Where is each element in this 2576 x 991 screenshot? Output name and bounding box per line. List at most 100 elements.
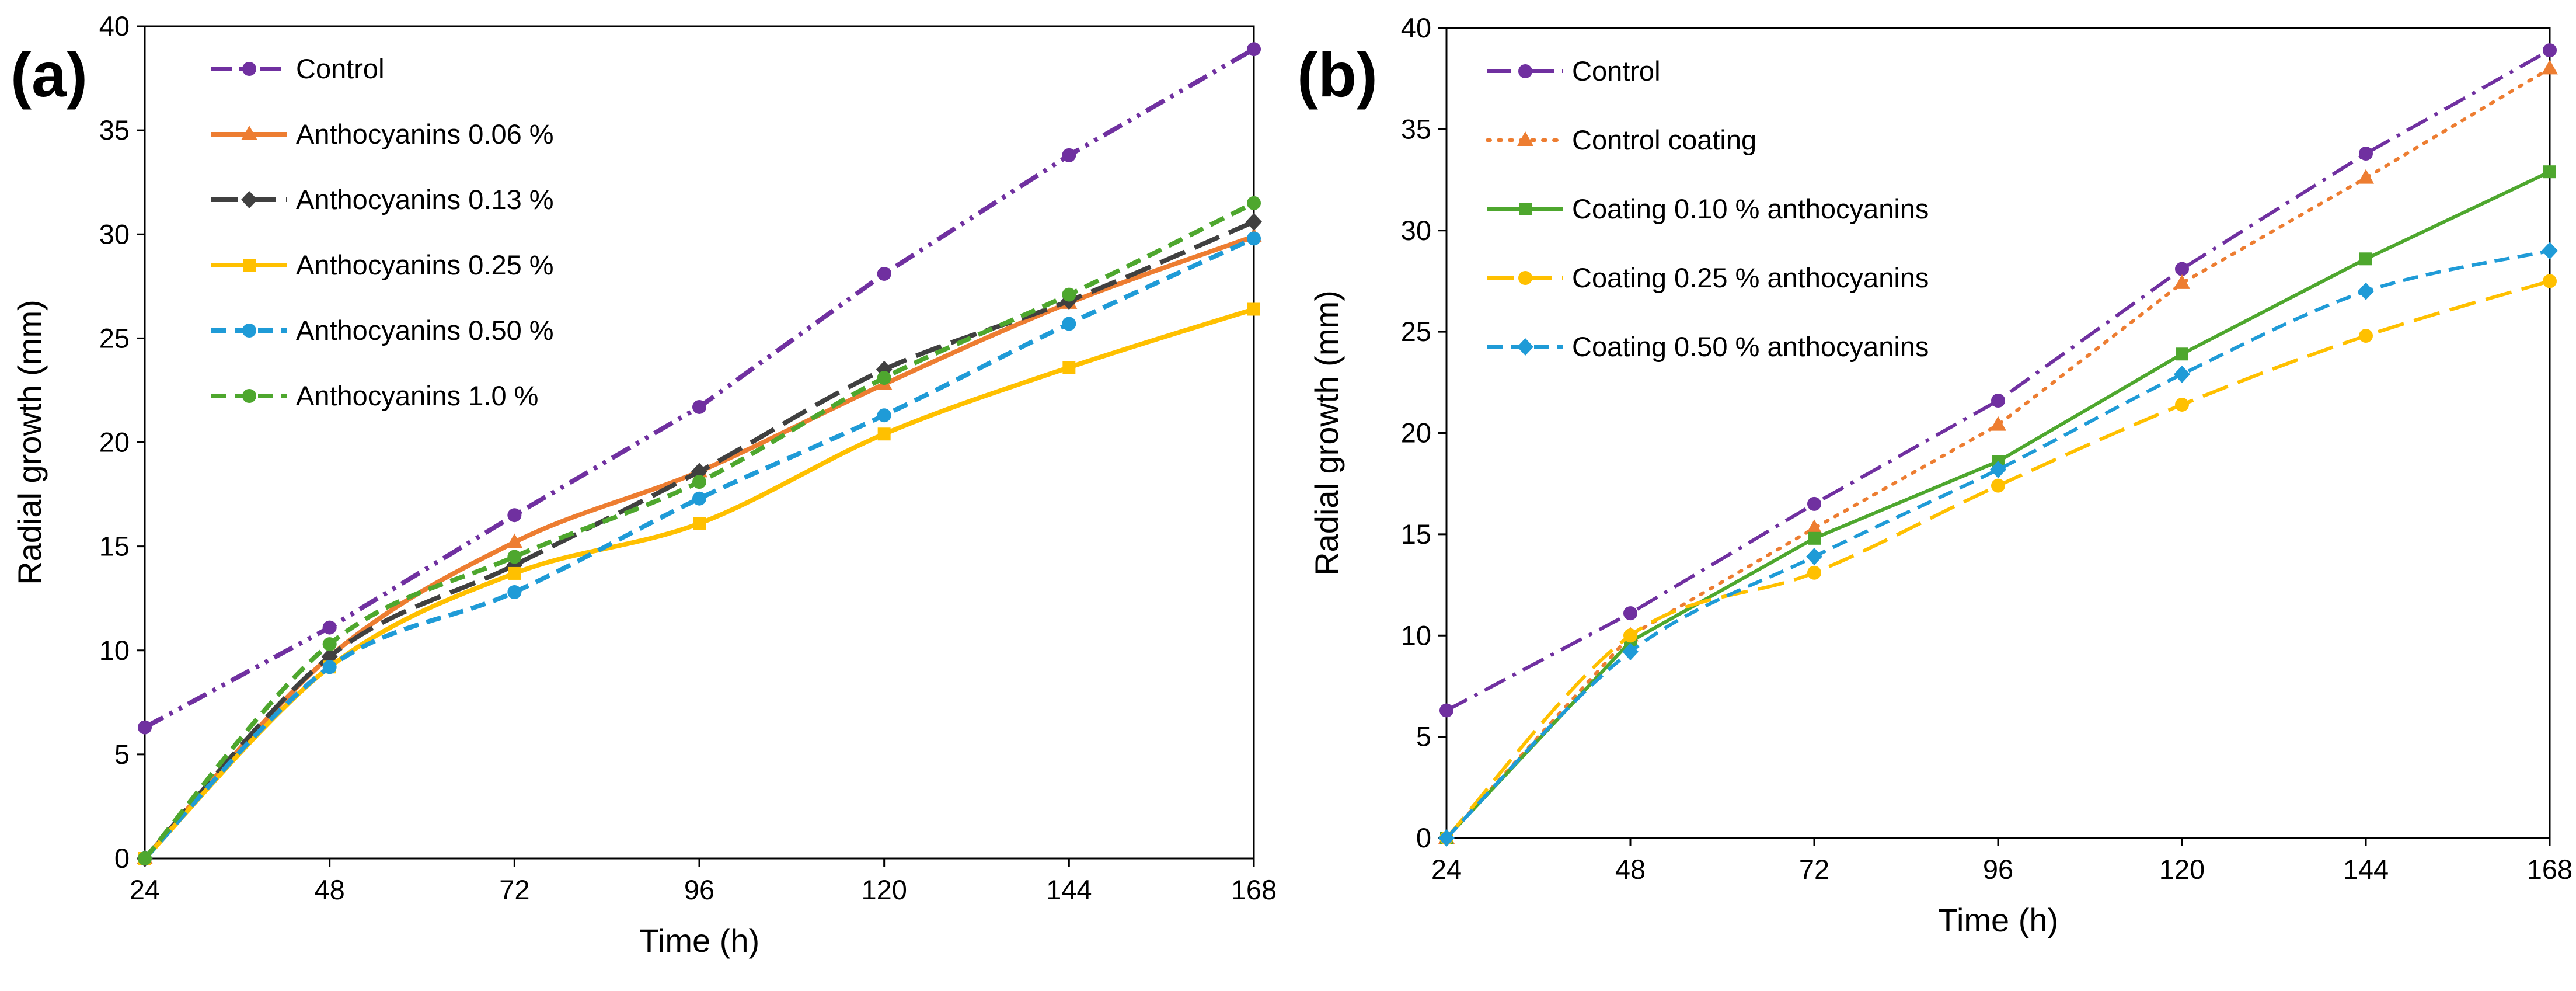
chart-panel-a: 0 5 10 15 20 25 30 35 40 24 48 72 96 120 144 168 Time (h… [11, 11, 1277, 959]
series-control [138, 42, 1261, 735]
legend-marker [1519, 203, 1532, 215]
legend-label: Anthocyanins 0.06 % [296, 119, 554, 149]
series-control-coating [1438, 60, 2558, 844]
y-tick-label: 30 [99, 218, 130, 249]
data-point [138, 851, 152, 865]
data-point [1990, 416, 2006, 431]
panel-label-a: (a) [11, 39, 88, 110]
data-point [1246, 213, 1262, 231]
legend-item: Anthocyanins 0.06 % [211, 119, 554, 149]
y-tick-label: 20 [1401, 418, 1431, 448]
data-point [138, 720, 152, 735]
legend-item: Control [1487, 55, 1661, 86]
data-point [1439, 703, 1453, 718]
legend-item: Control coating [1486, 124, 1756, 155]
legend-marker [242, 62, 256, 76]
y-tick-label: 20 [99, 427, 130, 458]
legend-label: Coating 0.50 % anthocyanins [1572, 331, 1929, 362]
data-point [507, 550, 522, 564]
series-anthocyanins-1-0-pct [138, 196, 1261, 865]
data-point [322, 620, 337, 635]
data-point [1623, 606, 1637, 621]
legend-marker [242, 324, 256, 338]
data-point [2359, 329, 2373, 343]
data-point [692, 491, 706, 506]
y-tick-label: 0 [114, 843, 130, 874]
data-point [2175, 397, 2189, 412]
data-point [1438, 829, 1455, 847]
data-point [693, 517, 706, 530]
legend-label: Control coating [1572, 124, 1756, 155]
series-line [142, 201, 1255, 860]
y-tick-label: 0 [1416, 822, 1431, 853]
legend-item: Anthocyanins 0.13 % [211, 184, 554, 215]
data-point [1622, 642, 1639, 660]
legend-label: Coating 0.25 % anthocyanins [1572, 262, 1929, 293]
data-point [2543, 43, 2557, 58]
data-point [1806, 519, 1822, 534]
data-point [1990, 460, 2006, 478]
x-tick-label: 72 [499, 874, 529, 905]
x-axis-title: Time (h) [639, 922, 759, 959]
legend-label: Anthocyanins 0.13 % [296, 184, 554, 215]
data-point [507, 585, 522, 599]
series-line [1445, 279, 2550, 840]
data-point [1062, 148, 1076, 162]
data-point [508, 566, 521, 580]
legend-label: Anthocyanins 0.50 % [296, 315, 554, 346]
data-point [1806, 548, 1822, 566]
data-point [877, 408, 891, 423]
data-point [1991, 394, 2005, 408]
x-tick-label: 24 [130, 874, 160, 905]
legend-label: Coating 0.10 % anthocyanins [1572, 193, 1929, 224]
legend-item: Coating 0.50 % anthocyanins [1487, 331, 1929, 362]
chart-panel-b: 0 5 10 15 20 25 30 35 40 24 48 72 96 120 144 168 Time (h… [1308, 12, 2572, 938]
data-point [1807, 565, 1821, 580]
data-point [2542, 60, 2558, 75]
data-point [877, 266, 891, 281]
x-tick-label: 144 [1046, 874, 1092, 905]
data-point [1623, 628, 1637, 643]
legend-item: Coating 0.10 % anthocyanins [1487, 193, 1929, 224]
panel-label-b: (b) [1297, 39, 1378, 110]
y-tick-label: 10 [1401, 620, 1431, 651]
data-point [2174, 365, 2190, 383]
data-point [2542, 242, 2558, 260]
data-point [877, 371, 891, 385]
y-axis-title: Radial growth (mm) [11, 300, 48, 585]
data-point [2176, 347, 2188, 361]
data-point [322, 660, 337, 674]
x-tick-label: 120 [861, 874, 907, 905]
data-point [1247, 302, 1260, 316]
x-tick-label: 96 [1983, 854, 2013, 885]
data-point [2358, 169, 2374, 184]
legend-label: Anthocyanins 0.25 % [296, 249, 554, 280]
data-point [1247, 42, 1261, 57]
legend-marker [243, 259, 256, 272]
data-point [1247, 231, 1261, 246]
legend-item: Anthocyanins 0.25 % [211, 249, 554, 280]
data-point [2174, 274, 2190, 289]
series-line [1445, 67, 2551, 840]
x-tick-label: 48 [315, 874, 345, 905]
series-anthocyanins-0-50-pct [138, 231, 1261, 865]
y-tick-label: 35 [1401, 113, 1431, 144]
series-coating-0-50-pct-anthocyanins [1438, 242, 2558, 847]
y-tick-label: 15 [99, 531, 130, 562]
data-point [2359, 252, 2372, 266]
data-point [1808, 531, 1821, 545]
legend-item: Anthocyanins 1.0 % [211, 380, 538, 411]
y-tick-label: 30 [1401, 215, 1431, 246]
x-axis-title: Time (h) [1938, 902, 2058, 938]
x-tick-label: 72 [1799, 854, 1829, 885]
y-tick-label: 25 [99, 322, 130, 353]
legend-item: Control [211, 53, 385, 84]
x-tick-label: 168 [1231, 874, 1277, 905]
data-point [1247, 196, 1261, 210]
legend-marker [1518, 64, 1532, 78]
legend-marker [1517, 338, 1533, 356]
series-control [1439, 43, 2557, 718]
legend-marker [241, 126, 257, 140]
data-point [1062, 361, 1076, 374]
